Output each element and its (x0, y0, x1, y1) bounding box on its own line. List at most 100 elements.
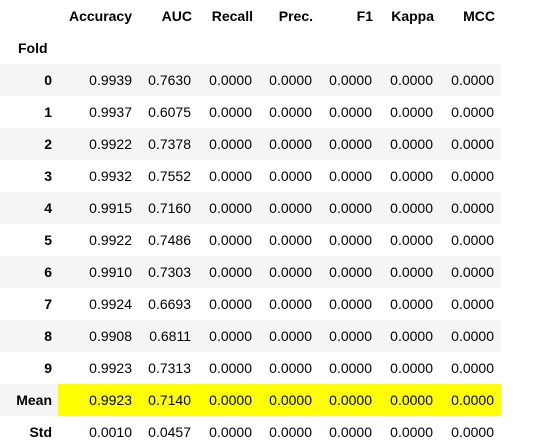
column-header: Kappa (391, 8, 434, 24)
table-cell: 0.0000 (269, 168, 312, 184)
table-cell: 0.0000 (451, 104, 494, 120)
table-cell: 0.0000 (329, 232, 372, 248)
header-blank (0, 0, 58, 32)
table-cell: 0.0000 (269, 232, 312, 248)
row-index: 0 (44, 72, 52, 88)
index-name-label: Fold (0, 32, 58, 64)
table-cell: 0.0000 (379, 384, 440, 416)
row-index: 9 (44, 360, 52, 376)
row-index: 3 (44, 168, 52, 184)
table-cell: 0.7140 (138, 384, 198, 416)
table-cell: 0.0000 (209, 168, 252, 184)
table-cell: 0.7630 (148, 72, 191, 88)
table-cell: 0.0000 (319, 384, 379, 416)
table-cell: 0.6811 (149, 328, 191, 344)
table-cell: 0.0000 (390, 168, 433, 184)
row-index: 8 (44, 328, 52, 344)
table-cell: 0.0000 (451, 328, 494, 344)
table-cell: 0.0000 (451, 264, 494, 280)
table-cell: 0.0000 (451, 232, 494, 248)
table-cell: 0.0000 (269, 328, 312, 344)
table-cell: 0.0000 (451, 168, 494, 184)
table-cell: 0.9939 (89, 72, 132, 88)
table-cell: 0.0000 (209, 72, 252, 88)
table-cell: 0.0000 (329, 264, 372, 280)
table-row: Std 0.0010 0.0457 0.0000 0.0000 0.0000 0.0000 0… (0, 416, 501, 448)
table-cell: 0.7378 (148, 136, 191, 152)
table-cell: 0.0000 (209, 296, 252, 312)
table-cell: 0.0000 (329, 72, 372, 88)
table-row: 5 0.9922 0.7486 0.0000 0.0000 0.0000 0.0000 0.0… (0, 224, 501, 256)
table-cell: 0.0000 (259, 384, 319, 416)
table-cell: 0.9922 (89, 232, 132, 248)
table-cell: 0.7486 (148, 232, 191, 248)
table-cell: 0.0000 (329, 360, 372, 376)
table-cell: 0.0000 (329, 296, 372, 312)
table-row: 2 0.9922 0.7378 0.0000 0.0000 0.0000 0.0000 0.0… (0, 128, 501, 160)
table-cell: 0.7303 (148, 264, 191, 280)
table-cell: 0.7313 (148, 360, 191, 376)
row-index: 7 (44, 296, 52, 312)
table-cell: 0.0000 (329, 424, 372, 440)
table-cell: 0.0000 (390, 136, 433, 152)
table-cell: 0.7552 (148, 168, 191, 184)
table-cell: 0.9908 (89, 328, 132, 344)
table-cell: 0.0000 (329, 200, 372, 216)
table-cell: 0.0000 (390, 328, 433, 344)
table-cell: 0.0000 (390, 296, 433, 312)
table-row: 3 0.9932 0.7552 0.0000 0.0000 0.0000 0.0000 0.0… (0, 160, 501, 192)
table-cell: 0.0010 (89, 424, 132, 440)
table-cell: 0.0000 (209, 424, 252, 440)
table-cell: 0.0457 (148, 424, 191, 440)
table-cell: 0.0000 (209, 264, 252, 280)
table-cell: 0.9924 (89, 296, 132, 312)
row-index: Mean (16, 392, 52, 408)
table-cell: 0.9923 (58, 384, 138, 416)
table-cell: 0.0000 (390, 360, 433, 376)
table-cell: 0.0000 (329, 104, 372, 120)
table-row: 6 0.9910 0.7303 0.0000 0.0000 0.0000 0.0000 0.0… (0, 256, 501, 288)
table-cell: 0.0000 (209, 232, 252, 248)
table-cell: 0.0000 (269, 424, 312, 440)
table-cell: 0.6075 (148, 104, 191, 120)
table-cell: 0.7160 (148, 200, 191, 216)
index-name-row: Fold (0, 32, 501, 64)
table-cell: 0.0000 (269, 136, 312, 152)
table-cell: 0.0000 (329, 328, 372, 344)
column-header: AUC (161, 8, 192, 24)
table-cell: 0.0000 (209, 360, 252, 376)
column-header: Recall (211, 8, 253, 24)
table-cell: 0.0000 (440, 384, 501, 416)
column-header: Prec. (278, 8, 313, 24)
row-index: 1 (44, 104, 52, 120)
row-index: 4 (44, 200, 52, 216)
header-row: Accuracy AUC Recall Prec. F1 Kappa MCC (0, 0, 501, 32)
table-cell: 0.0000 (209, 136, 252, 152)
table-row: Mean 0.9923 0.7140 0.0000 0.0000 0.0000 0.0000… (0, 384, 501, 416)
table-cell: 0.0000 (329, 168, 372, 184)
table-cell: 0.0000 (451, 72, 494, 88)
table-cell: 0.0000 (451, 136, 494, 152)
table-cell: 0.9910 (89, 264, 132, 280)
row-index: 6 (44, 264, 52, 280)
column-header: MCC (463, 8, 495, 24)
table-cell: 0.0000 (209, 104, 252, 120)
table-cell: 0.0000 (269, 200, 312, 216)
table-row: 0 0.9939 0.7630 0.0000 0.0000 0.0000 0.0000 0.0… (0, 64, 501, 96)
table-cell: 0.9922 (89, 136, 132, 152)
table-cell: 0.0000 (269, 296, 312, 312)
table-cell: 0.0000 (269, 264, 312, 280)
table-cell: 0.0000 (451, 296, 494, 312)
results-table: Accuracy AUC Recall Prec. F1 Kappa MCC F… (0, 0, 501, 448)
column-header: Accuracy (68, 8, 132, 24)
table-cell: 0.0000 (451, 424, 494, 440)
table-cell: 0.0000 (209, 328, 252, 344)
row-index: 5 (44, 232, 52, 248)
table-cell: 0.0000 (390, 72, 433, 88)
table-row: 1 0.9937 0.6075 0.0000 0.0000 0.0000 0.0000 0.0… (0, 96, 501, 128)
table-cell: 0.0000 (390, 200, 433, 216)
row-index: 2 (44, 136, 52, 152)
table-cell: 0.0000 (269, 72, 312, 88)
table-cell: 0.9915 (89, 200, 132, 216)
table-cell: 0.9937 (89, 104, 132, 120)
